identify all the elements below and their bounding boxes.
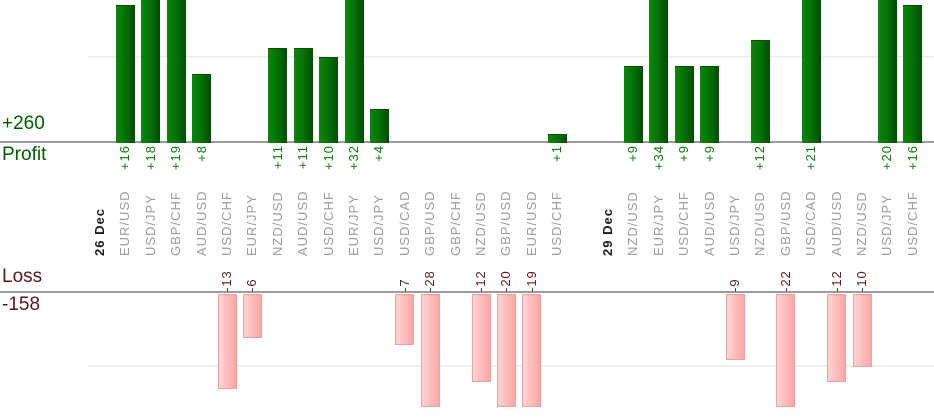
profit-value-label: +21 xyxy=(803,145,819,171)
profit-bar xyxy=(674,65,694,143)
loss-bar xyxy=(522,294,542,407)
pair-label: NZD/USD xyxy=(854,191,869,256)
loss-value-label: -12 xyxy=(828,270,844,292)
pair-label: EUR/JPY xyxy=(650,194,666,256)
loss-bar xyxy=(496,294,516,407)
profit-bar xyxy=(649,0,669,143)
profit-bar xyxy=(166,0,186,143)
pair-label: USD/CHF xyxy=(549,191,565,256)
profit-value-label: +11 xyxy=(269,145,285,170)
profit-bar xyxy=(344,0,364,143)
profit-bar xyxy=(750,39,770,143)
profit-value-label: +9 xyxy=(701,145,717,162)
loss-bar xyxy=(776,294,796,407)
loss-total-label: -158 xyxy=(2,294,41,315)
profit-value-label: +4 xyxy=(371,145,387,162)
loss-value-label: -20 xyxy=(498,270,514,292)
pair-label: GBP/USD xyxy=(422,190,438,256)
pair-label: GBP/CHF xyxy=(168,191,184,256)
loss-value-label: -19 xyxy=(523,270,539,292)
loss-value-label: -22 xyxy=(777,270,793,292)
pair-label: AUD/USD xyxy=(295,190,311,256)
loss-bar xyxy=(827,294,847,382)
profit-bar xyxy=(700,65,720,143)
loss-bar xyxy=(471,294,491,382)
profit-bar xyxy=(192,74,212,143)
profit-bar xyxy=(801,0,821,143)
profit-value-label: +16 xyxy=(117,145,133,171)
pair-label: GBP/CHF xyxy=(447,191,463,256)
profit-axis-label: Profit xyxy=(2,144,47,165)
profit-total-label: +260 xyxy=(2,113,45,134)
loss-value-label: -28 xyxy=(422,270,438,292)
pair-label: GBP/USD xyxy=(777,190,793,256)
pair-label: AUD/USD xyxy=(828,190,844,256)
loss-value-label: -9 xyxy=(727,278,742,292)
pair-label: GBP/USD xyxy=(498,190,514,256)
pair-label: EUR/JPY xyxy=(346,194,361,256)
profit-bar xyxy=(903,5,923,143)
pair-label: NZD/USD xyxy=(473,191,488,256)
pair-label: USD/CHF xyxy=(904,191,920,256)
pair-label: USD/CHF xyxy=(219,191,234,256)
profit-value-label: +11 xyxy=(295,145,311,170)
loss-value-label: -10 xyxy=(854,270,869,292)
profit-bar xyxy=(877,0,897,143)
pair-label: USD/CHF xyxy=(320,191,336,256)
loss-bar xyxy=(420,294,440,407)
profit-bar xyxy=(547,134,567,143)
profit-value-label: +10 xyxy=(320,145,336,171)
loss-bar xyxy=(217,294,237,389)
pair-label: NZD/USD xyxy=(752,191,768,256)
profit-bar xyxy=(369,108,389,143)
pair-label: USD/JPY xyxy=(371,194,387,256)
date-label: 29 Dec xyxy=(600,208,615,256)
profit-bar xyxy=(293,48,313,143)
loss-axis-label: Loss xyxy=(2,266,43,287)
profit-value-label: +32 xyxy=(346,145,361,171)
profit-value-label: +34 xyxy=(650,145,666,171)
date-label: 26 Dec xyxy=(92,208,107,256)
profit-gridline xyxy=(88,56,934,58)
pair-label: NZD/USD xyxy=(269,191,285,256)
pair-label: USD/JPY xyxy=(727,194,742,256)
pair-label: USD/CAD xyxy=(803,190,819,256)
profit-value-label: +20 xyxy=(879,145,895,171)
pair-label: USD/CAD xyxy=(396,190,412,256)
loss-value-label: -7 xyxy=(396,278,412,292)
loss-bar xyxy=(852,294,872,367)
profit-value-label: +16 xyxy=(904,145,920,171)
profit-value-label: +12 xyxy=(752,145,768,171)
loss-value-label: -6 xyxy=(244,278,260,292)
pair-label: EUR/USD xyxy=(117,190,133,256)
profit-value-label: +1 xyxy=(549,145,565,162)
pair-label: AUD/USD xyxy=(193,190,209,256)
loss-bar xyxy=(395,294,415,346)
loss-bar xyxy=(725,294,745,360)
loss-value-label: -12 xyxy=(473,270,488,292)
profit-value-label: +8 xyxy=(193,145,209,162)
profit-bar xyxy=(623,65,643,143)
pair-label: AUD/USD xyxy=(701,190,717,256)
profit-value-label: +19 xyxy=(168,145,184,171)
pair-label: EUR/USD xyxy=(523,190,539,256)
pair-label: NZD/USD xyxy=(625,191,641,256)
profit-axis-line xyxy=(0,141,934,143)
profit-value-label: +9 xyxy=(625,145,641,162)
profit-bar xyxy=(141,0,161,143)
loss-bar xyxy=(242,294,262,338)
profit-value-label: +18 xyxy=(142,145,158,171)
pair-label: USD/JPY xyxy=(879,194,895,256)
loss-axis-line xyxy=(0,291,934,293)
pair-label: USD/JPY xyxy=(142,194,158,256)
loss-value-label: -13 xyxy=(219,270,234,292)
pair-label: EUR/JPY xyxy=(244,194,260,256)
profit-bar xyxy=(115,5,135,143)
profit-bar xyxy=(268,48,288,143)
pair-label: USD/CHF xyxy=(676,191,692,256)
profit-bar xyxy=(319,57,339,143)
profit-value-label: +9 xyxy=(676,145,692,162)
